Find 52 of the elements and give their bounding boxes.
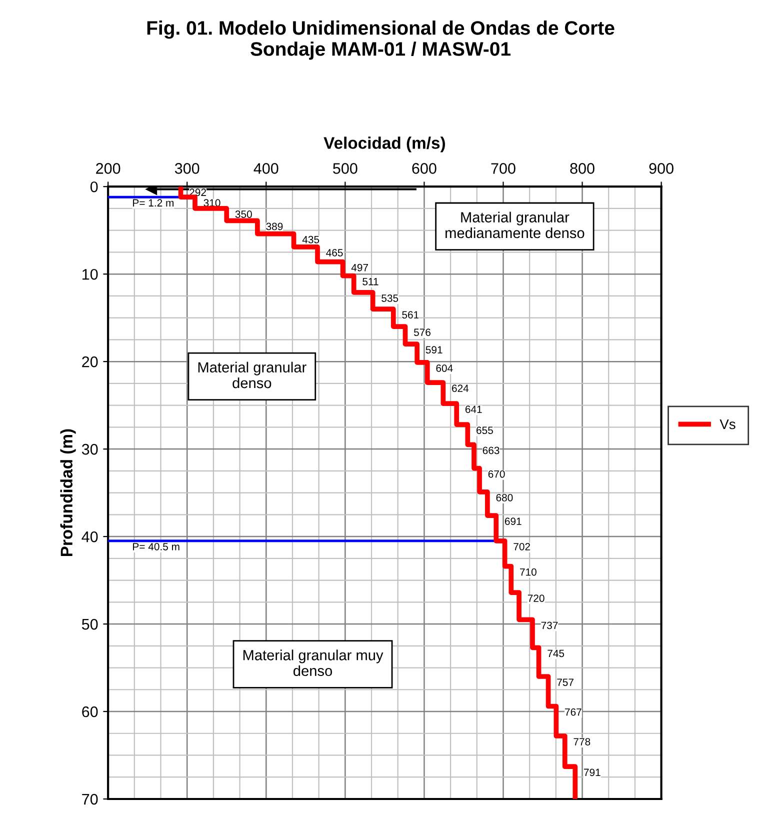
chart-title: Fig. 01. Modelo Unidimensional de Ondas de Corte Sondaje MAM-01 / MASW-01 <box>147 20 614 60</box>
annotation: P= 40.5 m <box>133 542 180 550</box>
x-tick-label: 400 <box>254 163 278 174</box>
x-tick-label: 200 <box>96 163 120 174</box>
annotation: Material granular medianamente denso <box>446 212 584 238</box>
x-axis-title: Velocidad (m/s) <box>324 136 445 152</box>
x-tick-label: 900 <box>649 163 674 174</box>
annotation: 778 <box>574 738 590 746</box>
annotation: 663 <box>482 446 500 454</box>
annotation: Material granular muy denso <box>243 650 384 676</box>
y-axis-title: Profundidad (m) <box>60 429 76 556</box>
y-tick-label: 20 <box>82 356 98 368</box>
y-tick-label: 0 <box>90 181 98 192</box>
annotation: 465 <box>326 249 343 256</box>
annotation: 745 <box>548 650 564 658</box>
x-tick-label: 300 <box>174 163 200 174</box>
y-tick-label: 30 <box>82 444 98 455</box>
annotation: 720 <box>528 594 544 602</box>
annotation: 655 <box>476 426 493 434</box>
annotation: 767 <box>565 708 582 716</box>
annotation: 604 <box>436 364 453 372</box>
annotation: 710 <box>520 568 536 576</box>
annotation: 680 <box>496 494 513 502</box>
annotation: 691 <box>504 518 522 525</box>
annotation: 535 <box>382 294 398 302</box>
annotation: 641 <box>465 406 482 414</box>
annotation: 670 <box>488 470 505 478</box>
y-tick-label: 10 <box>82 268 98 280</box>
annotation: 624 <box>452 384 469 392</box>
annotation: 350 <box>235 210 252 218</box>
y-tick-label: 70 <box>82 794 98 805</box>
x-tick-label: 800 <box>570 163 594 174</box>
annotation: 497 <box>351 264 368 272</box>
annotation: 702 <box>514 542 530 550</box>
annotation: 389 <box>266 222 283 230</box>
annotation: P= 1.2 m <box>133 199 174 206</box>
annotation: 591 <box>426 346 442 354</box>
annotation: 435 <box>302 236 320 244</box>
annotation: 561 <box>402 311 419 319</box>
annotation: Material granular denso <box>198 362 306 388</box>
annotation: 737 <box>541 622 558 630</box>
annotation: 791 <box>584 768 600 776</box>
x-tick-label: 500 <box>333 163 358 174</box>
annotation: 757 <box>557 678 574 686</box>
y-tick-label: 50 <box>82 618 98 630</box>
annotation: 576 <box>414 328 430 336</box>
x-tick-label: 700 <box>491 163 516 174</box>
x-tick-label: 600 <box>412 163 436 174</box>
legend-label: Vs <box>720 419 736 430</box>
y-tick-label: 60 <box>82 706 98 718</box>
annotation: 511 <box>362 278 378 286</box>
y-tick-label: 40 <box>82 531 98 542</box>
